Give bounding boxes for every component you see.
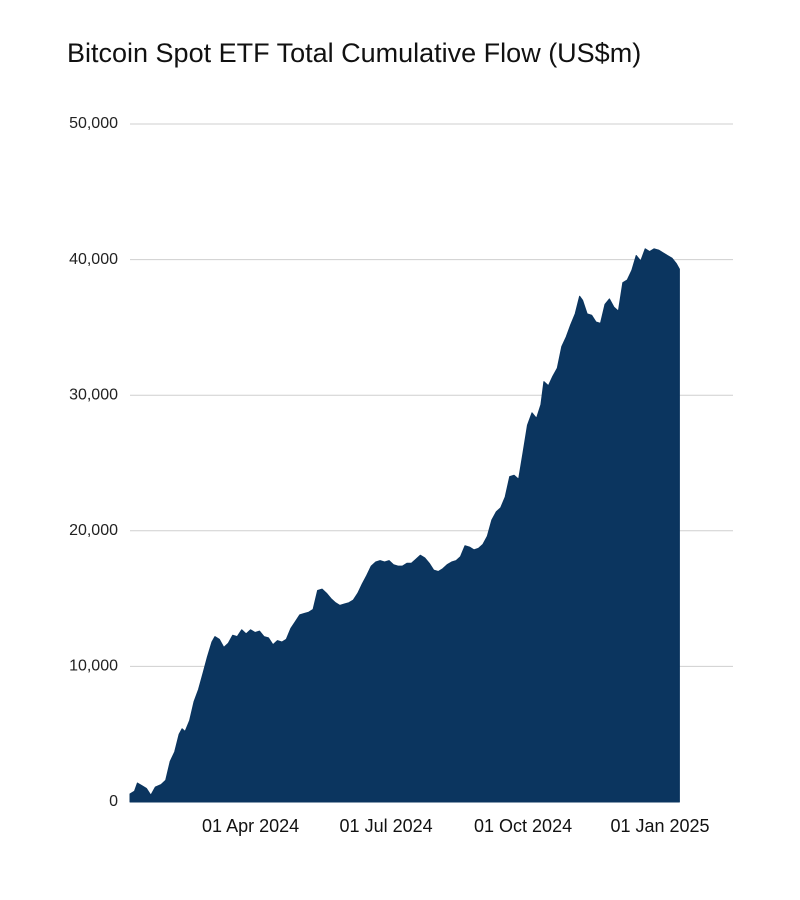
y-tick-label: 30,000	[69, 386, 118, 403]
x-tick-label: 01 Apr 2024	[202, 816, 299, 836]
y-tick-label: 10,000	[69, 658, 118, 675]
x-tick-label: 01 Jan 2025	[610, 816, 709, 836]
x-axis-ticks: 01 Apr 2024 01 Jul 2024 01 Oct 2024 01 Jan …	[202, 816, 710, 836]
y-tick-label: 20,000	[69, 522, 118, 539]
y-tick-label: 50,000	[69, 115, 118, 132]
x-tick-label: 01 Oct 2024	[474, 816, 572, 836]
series-area-total-cumulative-flow	[129, 248, 680, 803]
y-tick-label: 40,000	[69, 251, 118, 268]
x-tick-label: 01 Jul 2024	[340, 816, 433, 836]
y-axis-ticks: 0 10,000 20,000 30,000 40,000 50,000	[69, 115, 118, 810]
chart-title: Bitcoin Spot ETF Total Cumulative Flow (…	[67, 38, 642, 68]
area-layer	[129, 248, 680, 803]
y-tick-label: 0	[109, 793, 118, 810]
